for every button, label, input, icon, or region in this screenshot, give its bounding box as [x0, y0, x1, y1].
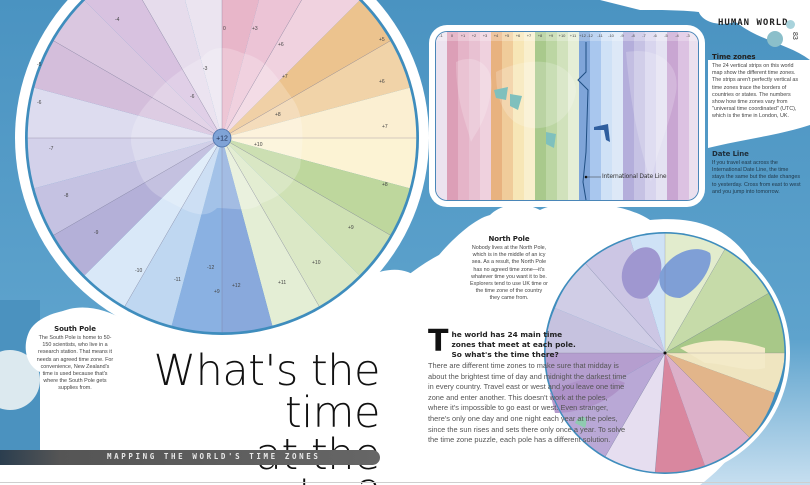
svg-text:+9: +9	[348, 225, 354, 231]
south-pole-note: South Pole The South Pole is home to 50-…	[35, 325, 115, 393]
section-title: HUMAN WORLD	[718, 18, 789, 28]
svg-text:+3: +3	[252, 26, 258, 32]
south-pole-map: +12 -2-10 +1+2+3 +4+5+6 +7+8+9 +10+11+12…	[14, 0, 430, 346]
page-title: What's the time at the poles?	[130, 346, 381, 485]
decorative-dot-icon	[767, 31, 783, 47]
south-pole-heading: South Pole	[54, 325, 96, 333]
intro-text: T he world has 24 main time zones that m…	[428, 324, 626, 446]
north-pole-map	[540, 228, 790, 478]
svg-text:-5: -5	[37, 62, 42, 68]
svg-text:+9: +9	[214, 289, 220, 295]
svg-text:+12: +12	[232, 283, 241, 289]
subtitle-bar	[0, 450, 380, 465]
drop-cap: T	[428, 324, 449, 359]
svg-text:-12: -12	[207, 265, 214, 271]
svg-text:-6: -6	[190, 94, 195, 100]
south-pole-text: The South Pole is home to 50-150 scienti…	[36, 335, 114, 392]
page-number: 83	[791, 32, 798, 40]
time-zones-heading: Time zones	[712, 53, 756, 61]
svg-text:+8: +8	[382, 182, 388, 188]
svg-text:-11: -11	[174, 277, 181, 283]
svg-text:-8: -8	[64, 193, 69, 199]
date-line-heading: Date Line	[712, 150, 749, 158]
svg-text:+7: +7	[282, 74, 288, 80]
date-line-text: If you travel east across the Internatio…	[712, 160, 801, 195]
svg-text:+10: +10	[312, 260, 321, 266]
svg-text:0: 0	[223, 26, 226, 32]
intro-lead: he world has 24 main time zones that mee…	[451, 330, 576, 359]
page-bottom-divider	[0, 482, 810, 483]
svg-text:+8: +8	[275, 112, 281, 118]
north-pole-heading: North Pole	[488, 235, 530, 243]
date-line-label: International Date Line	[602, 173, 667, 180]
svg-text:-6: -6	[37, 100, 42, 106]
north-pole-note: North Pole Nobody lives at the North Pol…	[470, 235, 548, 303]
map-strip-labels: -1 0 +1 +2 +3 +4 +5 +6 +7 +8 +9 +10 +11 …	[439, 33, 690, 38]
south-pole-center-label: +12	[216, 136, 228, 143]
svg-text:-3: -3	[203, 66, 208, 72]
svg-text:-7: -7	[49, 146, 54, 152]
svg-text:+6: +6	[278, 42, 284, 48]
svg-text:+11: +11	[278, 280, 286, 286]
page-title-line-1: What's the time	[153, 346, 381, 438]
time-zones-text: The 24 vertical strips on this world map…	[712, 63, 799, 120]
svg-text:+6: +6	[379, 79, 385, 85]
world-time-zone-map: International Date Line	[429, 25, 705, 207]
date-line-note: Date Line If you travel east across the …	[712, 150, 802, 196]
svg-text:+10: +10	[254, 142, 263, 148]
svg-text:-9: -9	[94, 230, 99, 236]
intro-body: There are different time zones to make s…	[428, 361, 627, 445]
time-zones-note: Time zones The 24 vertical strips on thi…	[712, 53, 802, 121]
subtitle: MAPPING THE WORLD'S TIME ZONES	[107, 452, 321, 461]
svg-text:+5: +5	[379, 37, 385, 43]
svg-text:-10: -10	[135, 268, 142, 274]
decorative-dot-icon	[786, 20, 795, 29]
svg-text:-4: -4	[115, 17, 120, 23]
svg-text:+7: +7	[382, 124, 388, 130]
north-pole-text: Nobody lives at the North Pole, which is…	[470, 245, 548, 302]
